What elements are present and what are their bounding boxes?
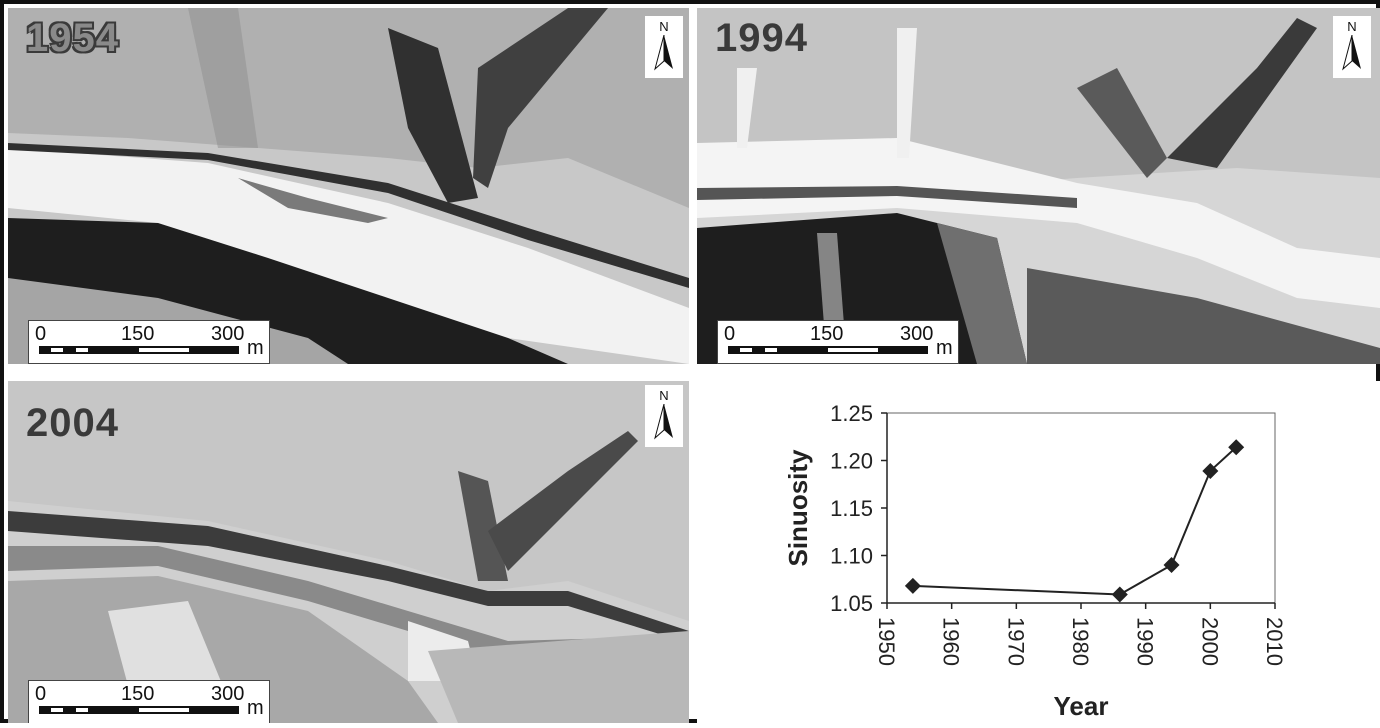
scale-tick-300: 300: [211, 683, 245, 705]
y-tick-label: 1.25: [830, 401, 873, 426]
scale-bar: 0 150 300 m: [28, 320, 270, 364]
scale-segments: [728, 346, 928, 354]
north-letter: N: [1347, 19, 1357, 34]
scale-bar: 0 150 300 m: [28, 680, 270, 723]
aerial-image-1994: [697, 8, 1380, 364]
data-point-diamond: [904, 577, 921, 594]
aerial-photo-1954: 1954 N 0 150 300 m: [8, 8, 689, 364]
aerial-photo-1994: 1994 N 0 150 300 m: [697, 8, 1380, 364]
x-axis-label: Year: [1054, 691, 1109, 721]
x-tick-label: 1980: [1068, 617, 1093, 666]
north-letter: N: [659, 388, 669, 403]
y-tick-label: 1.20: [830, 449, 873, 474]
year-label: 1994: [715, 16, 808, 60]
aerial-image-1954: [8, 8, 689, 364]
y-tick-label: 1.10: [830, 544, 873, 569]
scale-bar: 0 150 300 m: [717, 320, 959, 364]
plot-area-border: [886, 412, 1276, 604]
scale-tick-150: 150: [810, 323, 844, 345]
scale-tick-300: 300: [900, 323, 934, 345]
scale-segments: [39, 706, 239, 714]
scale-unit: m: [936, 337, 953, 359]
scale-tick-0: 0: [35, 323, 47, 345]
x-tick-label: 1960: [939, 617, 964, 666]
x-tick-label: 1950: [874, 617, 899, 666]
x-tick-label: 1970: [1003, 617, 1028, 666]
scale-tick-300: 300: [211, 323, 245, 345]
y-tick-label: 1.15: [830, 496, 873, 521]
north-letter: N: [659, 19, 669, 34]
north-arrow: N: [645, 16, 683, 78]
x-tick-label: 2000: [1197, 617, 1222, 666]
north-arrow-icon: [1342, 35, 1361, 71]
scale-segments: [39, 346, 239, 354]
data-point-diamond: [1111, 586, 1128, 603]
data-point-diamond: [1163, 557, 1180, 573]
x-tick-label: 2010: [1262, 617, 1287, 666]
north-arrow-icon: [654, 404, 673, 440]
data-point-diamond: [1228, 439, 1245, 456]
y-axis-label: Sinuosity: [783, 449, 813, 567]
x-tick-label: 1990: [1133, 617, 1158, 666]
scale-tick-150: 150: [121, 683, 155, 705]
scale-tick-0: 0: [724, 323, 736, 345]
series-line: [912, 446, 1237, 596]
sinuosity-chart-panel: 1.25 1.20 1.15 1.10 1.05 1950 1960 1970 1980 1990…: [697, 381, 1380, 723]
scale-unit: m: [247, 337, 264, 359]
year-label: 2004: [26, 401, 119, 445]
y-tick-label: 1.05: [830, 591, 873, 616]
north-arrow: N: [645, 385, 683, 447]
scale-tick-150: 150: [121, 323, 155, 345]
year-label: 1954: [26, 16, 119, 60]
scale-unit: m: [247, 697, 264, 719]
scale-tick-0: 0: [35, 683, 47, 705]
data-point-diamond: [1202, 462, 1219, 479]
north-arrow: N: [1333, 16, 1371, 78]
aerial-photo-2004: 2004 N 0 150 300 m: [8, 381, 689, 723]
aerial-image-2004: [8, 381, 689, 723]
north-arrow-icon: [654, 35, 673, 71]
